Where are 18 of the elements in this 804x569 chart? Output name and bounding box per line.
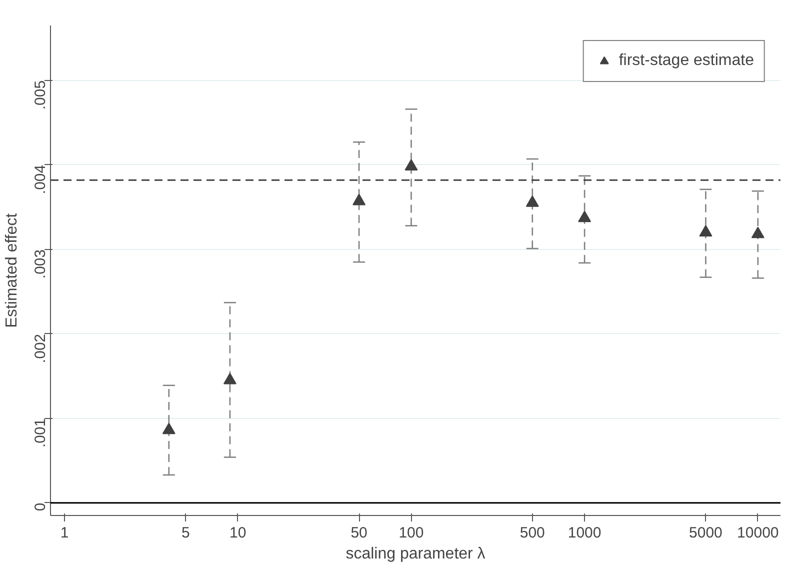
x-tick-label: 1000 [568,524,602,542]
x-tick-label: 100 [398,524,424,542]
x-tick-label: 50 [350,524,368,542]
y-tick-label: .005 [32,80,49,110]
y-tick-label: .004 [32,164,49,194]
x-tick-label: 5 [182,524,190,542]
y-tick-label: 0 [32,502,49,512]
x-tick-label: 5000 [689,524,722,542]
y-tick-label: .001 [32,418,49,448]
legend-label: first-stage estimate [618,52,754,70]
y-tick-label: .003 [32,249,49,279]
x-tick-label: 1 [60,524,69,542]
y-tick-label: .002 [32,334,49,364]
x-axis-title: scaling parameter λ [346,546,486,562]
x-tick-label: 10 [230,524,246,542]
y-axis-title: Estimated effect [4,212,20,328]
x-tick-label: 500 [520,524,545,542]
x-tick-label: 10000 [737,524,779,542]
